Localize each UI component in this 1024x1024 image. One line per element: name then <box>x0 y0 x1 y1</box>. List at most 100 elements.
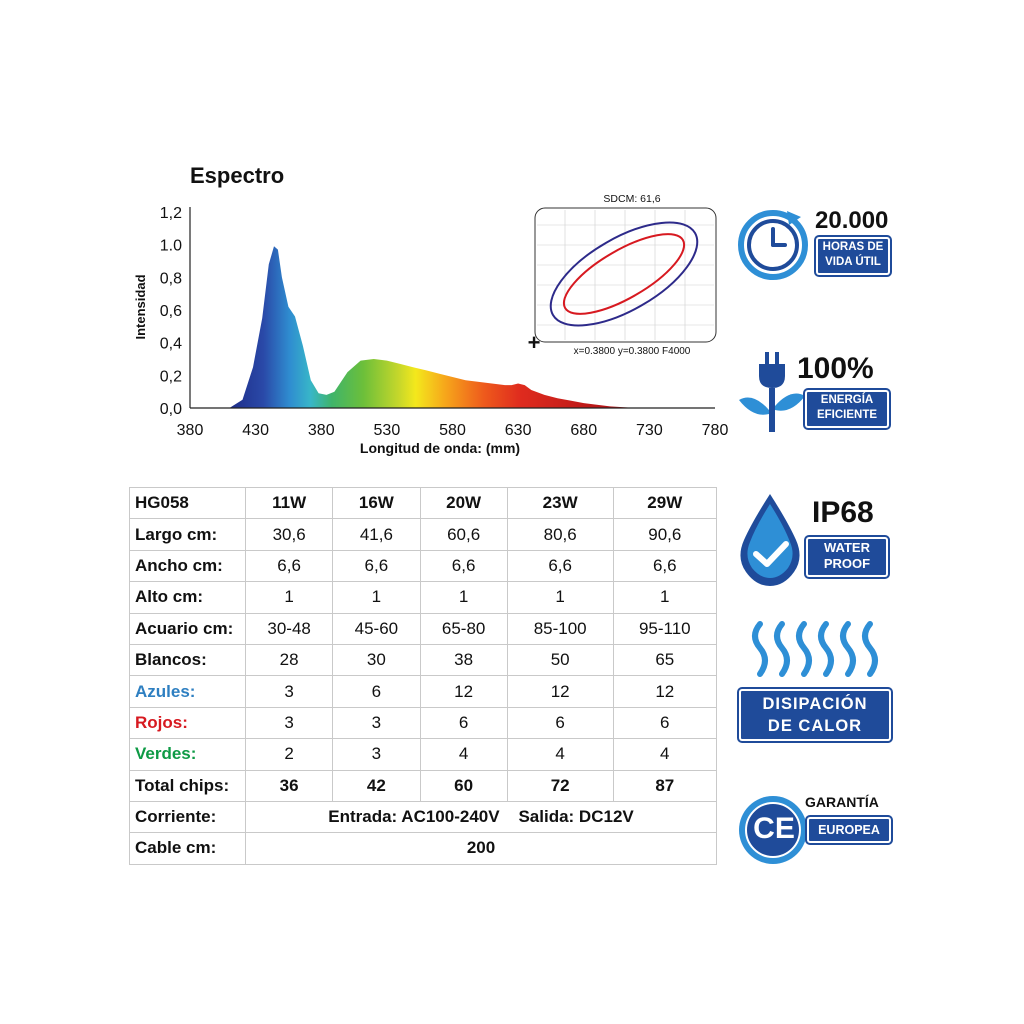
table-cell: 4 <box>419 738 508 771</box>
x-axis-label: Longitud de onda: (mm) <box>360 440 520 456</box>
inset-title: SDCM: 61,6 <box>603 193 660 205</box>
warranty-line1: GARANTÍA <box>805 794 879 810</box>
inset-frame <box>534 207 717 343</box>
table-cell: 6,6 <box>332 549 421 583</box>
table-cell: 30,6 <box>244 518 334 551</box>
table-row-total: Total chips: 36 42 60 72 87 <box>129 769 718 802</box>
table-cell: 3 <box>244 706 334 740</box>
table-cell: 65 <box>612 643 718 677</box>
cable-value: 200 <box>245 832 717 865</box>
row-label-blue: Azules: <box>129 675 246 708</box>
row-label-red: Rojos: <box>129 706 246 740</box>
energy-plate: ENERGÍA EFICIENTE <box>805 390 889 428</box>
waterproof-line2: PROOF <box>823 556 871 571</box>
table-cell: 12 <box>419 675 508 708</box>
table-row: Blancos: 28 30 38 50 65 <box>129 643 718 677</box>
x-tick-label: 680 <box>570 422 597 439</box>
lifetime-line2: VIDA ÚTIL <box>825 256 881 268</box>
table-cell: 3 <box>332 738 421 771</box>
energy-badge: 100% ENERGÍA EFICIENTE <box>735 348 897 436</box>
x-tick-label: 780 <box>702 422 729 439</box>
table-header-cell: 11W <box>244 486 334 520</box>
energy-line1: ENERGÍA <box>820 394 874 406</box>
x-tick-label: 530 <box>374 422 401 439</box>
origin-cross: + <box>528 330 541 355</box>
table-row: Rojos: 3 3 6 6 6 <box>129 706 718 740</box>
y-tick-label: 1,2 <box>160 205 182 222</box>
table-cell: 1 <box>244 581 334 614</box>
row-label: Acuario cm: <box>129 612 246 645</box>
table-cell: 6,6 <box>506 549 614 583</box>
table-header-cell: 20W <box>419 486 508 520</box>
heat-line2: DE CALOR <box>767 717 863 735</box>
table-header-cell: HG058 <box>129 486 246 520</box>
heat-waves-icon <box>752 621 878 677</box>
table-cell: 6,6 <box>419 549 508 583</box>
table-cell: 42 <box>332 769 421 802</box>
row-label: Alto cm: <box>129 581 246 614</box>
y-tick-label: 0,6 <box>160 303 182 320</box>
row-label: Blancos: <box>129 643 246 677</box>
x-tick-label: 380 <box>177 422 204 439</box>
waterproof-plate: WATER PROOF <box>806 537 888 577</box>
table-cell: 95-110 <box>612 612 718 645</box>
x-tick-label: 580 <box>439 422 466 439</box>
spectrum-area <box>229 246 637 408</box>
table-row: Azules: 3 6 12 12 12 <box>129 675 718 708</box>
table-cell: 28 <box>244 643 334 677</box>
table-cell: 80,6 <box>506 518 614 551</box>
energy-value: 100% <box>797 352 874 385</box>
table-cell: 30-48 <box>244 612 334 645</box>
table-row-corriente: Corriente: Entrada: AC100-240V Salida: D… <box>129 800 717 834</box>
x-tick-label: 430 <box>242 422 269 439</box>
table-cell: 30 <box>332 643 421 677</box>
table-cell: 41,6 <box>332 518 421 551</box>
heat-line1: DISIPACIÓN <box>762 695 868 713</box>
table-cell: 1 <box>419 581 508 614</box>
table-row: Ancho cm: 6,6 6,6 6,6 6,6 6,6 <box>129 549 718 583</box>
lifetime-badge: 20.000 HORAS DE VIDA ÚTIL <box>735 205 895 281</box>
table-cell: 85-100 <box>506 612 614 645</box>
table-cell: 12 <box>612 675 718 708</box>
warranty-line2: EUROPEA <box>818 823 880 837</box>
table-row: Largo cm: 30,6 41,6 60,6 80,6 90,6 <box>129 518 718 551</box>
table-cell: 3 <box>332 706 421 740</box>
table-cell: 45-60 <box>332 612 421 645</box>
table-cell: 6 <box>506 706 614 740</box>
y-tick-label: 0,0 <box>160 401 182 418</box>
row-label: Cable cm: <box>129 832 246 865</box>
spectrum-chart: 380 430 380 530 580 630 680 730 780 0,0 0,2 0,4 0,6… <box>133 193 729 456</box>
table-cell: 1 <box>332 581 421 614</box>
table-cell: 4 <box>612 738 718 771</box>
table-cell: 12 <box>506 675 614 708</box>
outer-ellipse <box>549 221 699 327</box>
table-cell: 2 <box>244 738 334 771</box>
heat-plate: DISIPACIÓN DE CALOR <box>739 689 891 741</box>
table-cell: 6 <box>419 706 508 740</box>
x-tick-label: 730 <box>636 422 663 439</box>
lifetime-plate: HORAS DE VIDA ÚTIL <box>816 237 890 275</box>
table-cell: 50 <box>506 643 614 677</box>
table-cell: 36 <box>244 769 334 802</box>
table-header-row: HG058 11W 16W 20W 23W 29W <box>129 486 718 520</box>
row-label: Corriente: <box>129 800 246 834</box>
table-cell: 4 <box>506 738 614 771</box>
x-tick-label: 630 <box>505 422 532 439</box>
lifetime-value: 20.000 <box>815 207 889 234</box>
energy-line2: EFICIENTE <box>816 409 878 421</box>
ip-rating: IP68 <box>812 496 874 529</box>
clock-icon <box>738 210 808 280</box>
row-label: Largo cm: <box>129 518 246 551</box>
waterproof-badge: IP68 WATER PROOF <box>736 492 896 588</box>
water-drop-icon <box>740 494 800 586</box>
row-label-green: Verdes: <box>129 738 246 771</box>
table-row-cable: Cable cm: 200 <box>129 832 717 865</box>
table-cell: 6 <box>332 675 421 708</box>
table-cell: 1 <box>612 581 718 614</box>
table-row: Verdes: 2 3 4 4 4 <box>129 738 718 771</box>
table-cell: 1 <box>506 581 614 614</box>
table-cell: 6 <box>612 706 718 740</box>
specs-table: HG058 11W 16W 20W 23W 29W Largo cm: 30,6… <box>129 486 718 865</box>
table-cell: 60,6 <box>419 518 508 551</box>
ce-mark-icon <box>739 796 807 864</box>
